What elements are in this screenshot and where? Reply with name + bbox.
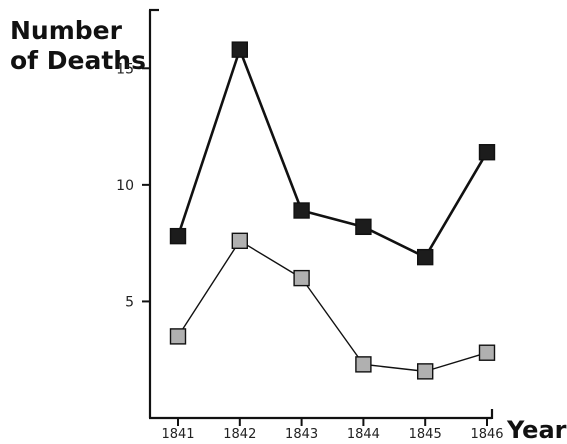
series-1-point <box>231 41 249 58</box>
y-axis-label-line-1: Number <box>10 16 122 45</box>
x-axis-label: Year <box>507 416 567 444</box>
x-tick-label: 1842 <box>223 427 256 442</box>
y-tick-label: 10 <box>116 178 134 194</box>
y-axis-label-line-2: of Deaths <box>10 46 146 75</box>
y-tick-label: 5 <box>125 294 134 310</box>
series-1-point <box>478 144 496 161</box>
series-1-point <box>355 218 372 236</box>
x-tick-label: 1845 <box>409 427 442 442</box>
series-2-line <box>177 240 488 373</box>
series-layer <box>169 41 496 380</box>
x-tick-label: 1843 <box>285 427 318 442</box>
x-tick-label: 1844 <box>347 427 380 442</box>
series-2-point <box>417 363 434 380</box>
series-1-point <box>293 202 310 219</box>
series-1-line <box>176 48 489 259</box>
x-tick-label: 1846 <box>470 427 503 442</box>
series-1-point <box>169 227 187 245</box>
series-2-point <box>231 232 249 250</box>
series-2-point <box>293 269 310 287</box>
x-tick-label: 1841 <box>161 427 194 442</box>
series-2-point <box>169 328 187 345</box>
series-2-point <box>478 344 496 361</box>
series-1-point <box>417 248 434 266</box>
axes: 5 10 15 1841 1842 1843 1844 1845 1846 <box>116 8 504 442</box>
series-2-point <box>355 356 372 373</box>
y-tick-label: 15 <box>116 61 134 77</box>
